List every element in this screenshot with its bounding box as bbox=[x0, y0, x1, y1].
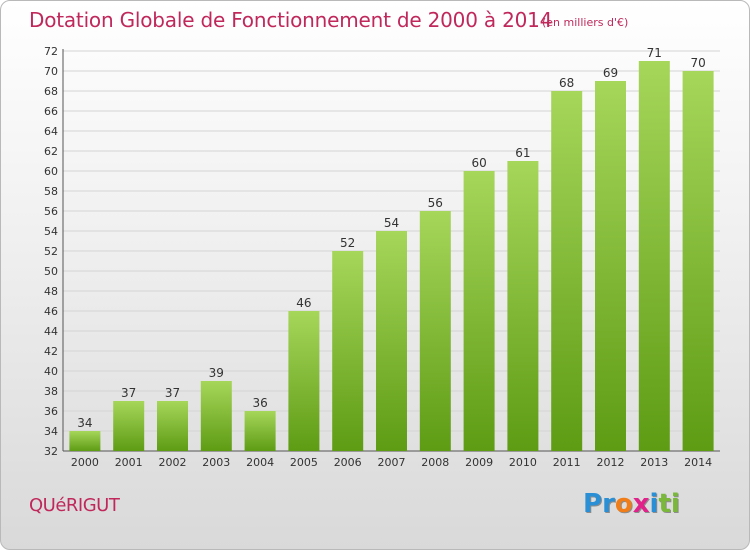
bar-value-label: 54 bbox=[384, 216, 399, 230]
x-tick-label: 2013 bbox=[640, 456, 668, 469]
bar bbox=[376, 231, 407, 451]
y-tick-label: 68 bbox=[44, 85, 58, 98]
bar-value-label: 69 bbox=[603, 66, 618, 80]
bar bbox=[157, 401, 188, 451]
y-tick-label: 34 bbox=[44, 425, 58, 438]
bar bbox=[419, 211, 451, 451]
y-tick-label: 54 bbox=[44, 225, 58, 238]
bar bbox=[507, 161, 539, 451]
x-tick-label: 2004 bbox=[246, 456, 274, 469]
x-tick-label: 2012 bbox=[597, 456, 625, 469]
y-tick-label: 70 bbox=[44, 65, 58, 78]
y-tick-label: 38 bbox=[44, 385, 58, 398]
x-tick-label: 2003 bbox=[202, 456, 230, 469]
bar-value-label: 68 bbox=[559, 76, 574, 90]
proxiti-logo[interactable]: Proxiti bbox=[583, 489, 680, 519]
y-tick-label: 56 bbox=[44, 205, 58, 218]
logo-letter: t bbox=[658, 489, 671, 519]
chart-subtitle: (en milliers d'€) bbox=[542, 16, 629, 29]
bar-value-label: 60 bbox=[471, 156, 486, 170]
bar bbox=[463, 171, 495, 451]
bar bbox=[595, 81, 626, 451]
y-tick-label: 50 bbox=[44, 265, 58, 278]
y-tick-label: 40 bbox=[44, 365, 58, 378]
bar-value-label: 36 bbox=[252, 396, 267, 410]
logo-letter: P bbox=[583, 489, 603, 519]
y-tick-label: 32 bbox=[44, 445, 58, 458]
bar bbox=[332, 251, 364, 451]
bar bbox=[113, 401, 145, 451]
y-tick-label: 36 bbox=[44, 405, 58, 418]
bar-value-label: 61 bbox=[515, 146, 530, 160]
logo-letter: i bbox=[649, 489, 659, 519]
y-tick-label: 58 bbox=[44, 185, 58, 198]
bar-value-label: 71 bbox=[647, 46, 662, 60]
y-tick-label: 72 bbox=[44, 45, 58, 58]
bar-value-label: 34 bbox=[77, 416, 92, 430]
x-tick-label: 2001 bbox=[115, 456, 143, 469]
bar bbox=[244, 411, 276, 451]
chart-title: Dotation Globale de Fonctionnement de 20… bbox=[29, 8, 553, 32]
bar-value-label: 56 bbox=[428, 196, 443, 210]
commune-name: QUéRIGUT bbox=[29, 495, 120, 516]
logo-letter: x bbox=[632, 489, 650, 519]
bar-value-label: 70 bbox=[690, 56, 705, 70]
x-tick-label: 2002 bbox=[159, 456, 187, 469]
y-tick-label: 48 bbox=[44, 285, 58, 298]
x-tick-label: 2005 bbox=[290, 456, 318, 469]
x-tick-label: 2007 bbox=[378, 456, 406, 469]
y-tick-label: 66 bbox=[44, 105, 58, 118]
y-tick-label: 60 bbox=[44, 165, 58, 178]
bar-value-label: 39 bbox=[209, 366, 224, 380]
y-tick-label: 52 bbox=[44, 245, 58, 258]
bar-value-label: 46 bbox=[296, 296, 311, 310]
x-tick-label: 2011 bbox=[553, 456, 581, 469]
bar bbox=[638, 61, 670, 451]
y-tick-label: 46 bbox=[44, 305, 58, 318]
x-tick-label: 2009 bbox=[465, 456, 493, 469]
x-tick-label: 2014 bbox=[684, 456, 712, 469]
bar-value-label: 37 bbox=[121, 386, 136, 400]
y-tick-label: 64 bbox=[44, 125, 58, 138]
x-tick-label: 2000 bbox=[71, 456, 99, 469]
bar bbox=[69, 431, 101, 451]
logo-letter: o bbox=[614, 489, 633, 519]
y-tick-label: 44 bbox=[44, 325, 58, 338]
y-tick-label: 42 bbox=[44, 345, 58, 358]
bar-value-label: 37 bbox=[165, 386, 180, 400]
logo-letter: r bbox=[602, 489, 615, 519]
bar bbox=[551, 91, 583, 451]
bar-value-label: 52 bbox=[340, 236, 355, 250]
logo-letter: i bbox=[670, 489, 680, 519]
bar bbox=[288, 311, 320, 451]
bar bbox=[682, 71, 714, 451]
bar bbox=[200, 381, 232, 451]
x-tick-label: 2008 bbox=[421, 456, 449, 469]
x-tick-label: 2006 bbox=[334, 456, 362, 469]
y-tick-label: 62 bbox=[44, 145, 58, 158]
x-tick-label: 2010 bbox=[509, 456, 537, 469]
